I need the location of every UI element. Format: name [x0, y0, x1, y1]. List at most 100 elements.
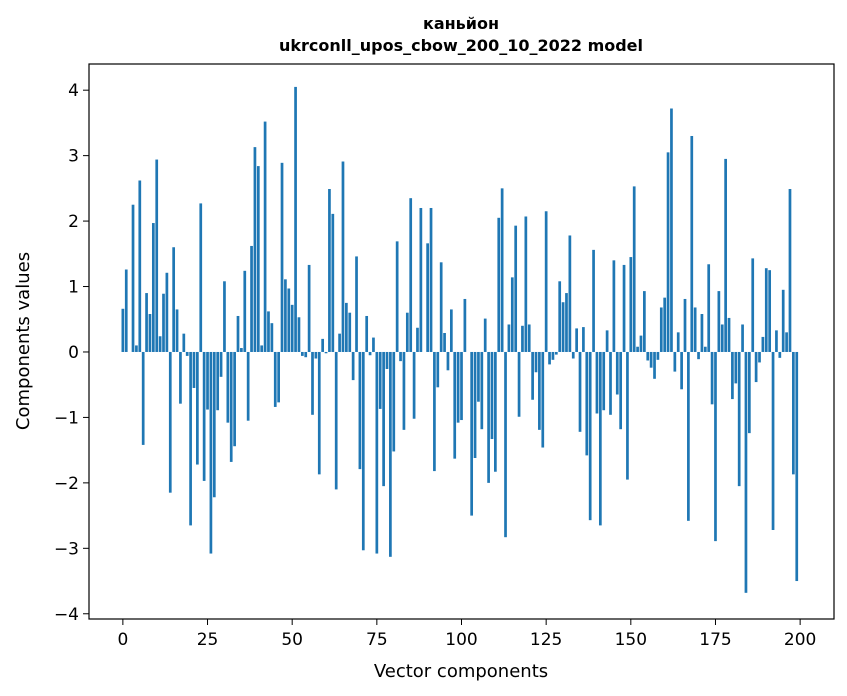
x-axis-ticks: 0 25 50 75 100 125 150 175 200: [117, 619, 816, 650]
bar: [703, 346, 707, 352]
bar: [720, 324, 724, 352]
bar: [558, 281, 562, 352]
bar: [605, 330, 609, 352]
bar: [361, 351, 365, 551]
bar: [158, 336, 162, 352]
bar: [409, 198, 413, 352]
bar: [148, 314, 152, 352]
bar: [219, 351, 223, 377]
bar: [534, 351, 538, 373]
bar: [246, 351, 250, 421]
bar: [521, 325, 524, 352]
bar: [317, 351, 321, 475]
bar: [781, 289, 785, 352]
bar: [510, 277, 514, 352]
bar: [256, 166, 260, 352]
bar: [433, 351, 436, 472]
bar: [737, 351, 741, 487]
bar: [761, 336, 765, 352]
bar: [382, 351, 385, 487]
bar: [151, 223, 155, 352]
bar: [280, 162, 284, 352]
bar: [717, 291, 721, 352]
bar: [328, 189, 331, 352]
bar: [724, 158, 727, 352]
bar: [162, 293, 165, 352]
plot-frame: [88, 63, 835, 620]
bar: [304, 351, 308, 358]
x-axis-label: Vector components: [374, 661, 548, 682]
bar: [680, 351, 683, 390]
chart-subtitle: ukrconll_upos_cbow_200_10_2022 model: [279, 36, 643, 55]
bar: [565, 293, 568, 352]
bar: [402, 351, 406, 430]
y-tick-label: −1: [54, 408, 79, 428]
bar: [206, 351, 209, 410]
bar: [592, 249, 595, 352]
bar: [517, 351, 521, 417]
bar: [223, 281, 226, 352]
bar: [792, 351, 795, 475]
bar: [426, 243, 429, 352]
bar: [666, 152, 670, 352]
y-axis-label: Components values: [13, 252, 34, 430]
bar: [598, 351, 602, 526]
bar: [507, 324, 511, 352]
bar: [754, 351, 758, 383]
bar: [168, 351, 172, 493]
bar: [615, 351, 619, 395]
bar: [334, 351, 338, 490]
bar: [385, 351, 389, 369]
bar: [778, 351, 782, 358]
bar: [693, 307, 697, 352]
bar: [602, 351, 606, 411]
bar: [240, 348, 243, 352]
bar: [131, 204, 135, 352]
bar: [575, 328, 578, 352]
bar: [751, 258, 755, 352]
bar: [795, 351, 799, 582]
x-tick-label: 75: [366, 630, 388, 650]
x-tick-label: 0: [117, 630, 128, 650]
bar: [216, 351, 220, 411]
bar: [368, 351, 372, 356]
bar: [527, 324, 531, 352]
bar: [497, 217, 501, 352]
bar: [700, 314, 704, 352]
bar: [690, 135, 694, 352]
bar: [609, 351, 612, 415]
bar: [341, 161, 345, 352]
bar: [260, 345, 264, 352]
bar: [287, 288, 291, 352]
bar: [697, 351, 700, 360]
bar: [449, 309, 453, 352]
bar: [372, 337, 375, 352]
bar: [649, 351, 653, 368]
bar: [297, 317, 301, 352]
bar: [365, 315, 369, 352]
bar: [135, 345, 138, 352]
bar: [182, 333, 186, 352]
bar: [524, 216, 528, 352]
bar: [202, 351, 206, 481]
bar: [504, 351, 507, 538]
bar: [470, 351, 474, 516]
y-tick-label: −3: [54, 539, 79, 559]
bar: [734, 351, 738, 384]
bar: [270, 323, 274, 352]
y-tick-label: 0: [68, 343, 79, 363]
bar: [267, 311, 270, 352]
bar: [514, 225, 518, 352]
bar: [348, 312, 352, 352]
x-tick-label: 100: [445, 630, 477, 650]
bar: [439, 262, 443, 352]
bar: [673, 351, 677, 372]
bar: [548, 351, 551, 365]
bar: [453, 351, 457, 459]
bar: [412, 351, 416, 419]
bar: [551, 351, 555, 360]
bar: [145, 293, 148, 352]
bar: [473, 351, 477, 458]
bar: [294, 86, 297, 352]
